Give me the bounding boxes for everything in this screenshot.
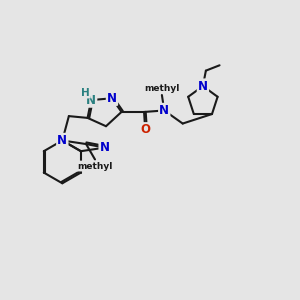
- Text: N: N: [86, 94, 96, 106]
- Text: N: N: [198, 80, 208, 93]
- Text: N: N: [159, 104, 169, 117]
- Text: N: N: [57, 134, 67, 147]
- Text: N: N: [100, 141, 110, 154]
- Text: H: H: [81, 88, 90, 98]
- Text: N: N: [107, 92, 117, 105]
- Text: methyl: methyl: [77, 161, 113, 170]
- Text: methyl: methyl: [144, 84, 180, 93]
- Text: O: O: [140, 123, 150, 136]
